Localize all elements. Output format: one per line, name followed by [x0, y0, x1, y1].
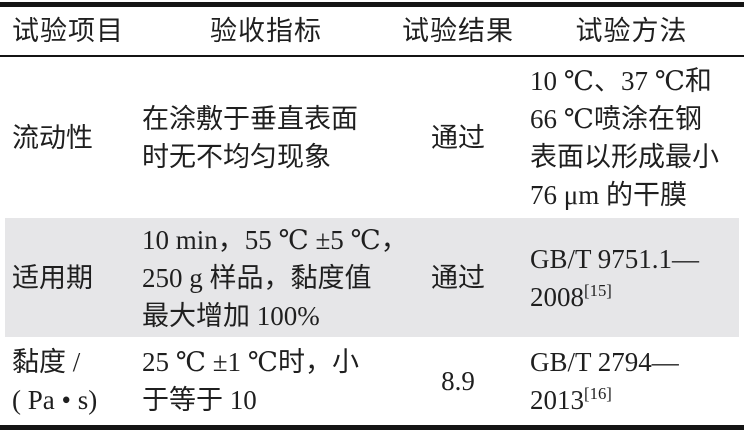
citation-superscript: [15] — [584, 280, 612, 300]
header-divider — [0, 55, 744, 57]
item-unit: ( Pa • s) — [12, 385, 98, 415]
item-label: 适用期 — [12, 262, 93, 293]
table-bottom-border — [0, 425, 744, 430]
standard-ref-year: 2008 — [530, 281, 584, 312]
table-row-viscosity: 黏度 / ( Pa • s) 25 ℃ ±1 ℃时，小 于等于 10 8.9 G… — [0, 337, 744, 425]
criteria-line: 于等于 10 — [142, 385, 257, 415]
citation-superscript: [16] — [584, 384, 612, 403]
result-value: 8.9 — [441, 366, 475, 396]
table-row-pot-life: 适用期 10 min，55 ℃ ±5 ℃， 250 g 样品，黏度值 最大增加 … — [0, 218, 744, 337]
method-cell: 10 ℃、37 ℃和 66 ℃喷涂在钢 表面以形成最小 76 μm 的干膜 — [519, 62, 744, 214]
table-row-flowability: 流动性 在涂敷于垂直表面 时无不均匀现象 通过 10 ℃、37 ℃和 66 ℃喷… — [0, 57, 744, 218]
criteria-cell: 25 ℃ ±1 ℃时，小 于等于 10 — [135, 343, 397, 419]
header-acceptance-criteria: 验收指标 — [210, 16, 322, 46]
item-label: 流动性 — [12, 122, 93, 153]
item-cell: 黏度 / ( Pa • s) — [0, 343, 135, 419]
method-line: 76 μm 的干膜 — [530, 179, 687, 210]
standard-ref-line: 2013[16] — [530, 381, 744, 419]
standard-ref-year: 2013 — [530, 385, 584, 415]
standard-ref-line: 2008[15] — [530, 278, 744, 316]
method-line: 10 ℃、37 ℃和 — [530, 65, 712, 96]
method-cell: GB/T 2794— 2013[16] — [519, 343, 744, 419]
result-cell: 通过 — [397, 119, 519, 157]
standard-ref-line: GB/T 2794— — [530, 347, 679, 377]
criteria-line: 10 min，55 ℃ ±5 ℃， — [142, 224, 408, 255]
header-test-item: 试验项目 — [12, 16, 124, 46]
item-cell: 流动性 — [0, 119, 135, 157]
result-cell: 8.9 — [397, 362, 519, 400]
criteria-line: 250 g 样品，黏度值 — [142, 262, 372, 293]
item-cell: 适用期 — [0, 259, 135, 297]
criteria-cell: 在涂敷于垂直表面 时无不均匀现象 — [135, 100, 397, 176]
table-header-row: 试验项目 验收指标 试验结果 试验方法 — [0, 7, 744, 55]
criteria-line: 25 ℃ ±1 ℃时，小 — [142, 347, 359, 377]
header-test-method: 试验方法 — [575, 16, 688, 46]
result-cell: 通过 — [397, 259, 519, 297]
method-line: 表面以形成最小 — [530, 141, 719, 172]
method-line: 66 ℃喷涂在钢 — [530, 103, 702, 134]
criteria-line: 最大增加 100% — [142, 300, 320, 331]
header-test-result: 试验结果 — [402, 16, 514, 46]
table-top-border — [0, 2, 744, 7]
standard-ref-line: GB/T 9751.1— — [530, 243, 700, 274]
criteria-cell: 10 min，55 ℃ ±5 ℃， 250 g 样品，黏度值 最大增加 100% — [135, 221, 408, 335]
result-value: 通过 — [431, 122, 485, 153]
method-cell: GB/T 9751.1— 2008[15] — [519, 240, 744, 316]
criteria-line: 在涂敷于垂直表面 — [142, 103, 358, 134]
item-label: 黏度 / — [12, 347, 81, 377]
criteria-line: 时无不均匀现象 — [142, 141, 331, 172]
result-value: 通过 — [431, 262, 485, 293]
